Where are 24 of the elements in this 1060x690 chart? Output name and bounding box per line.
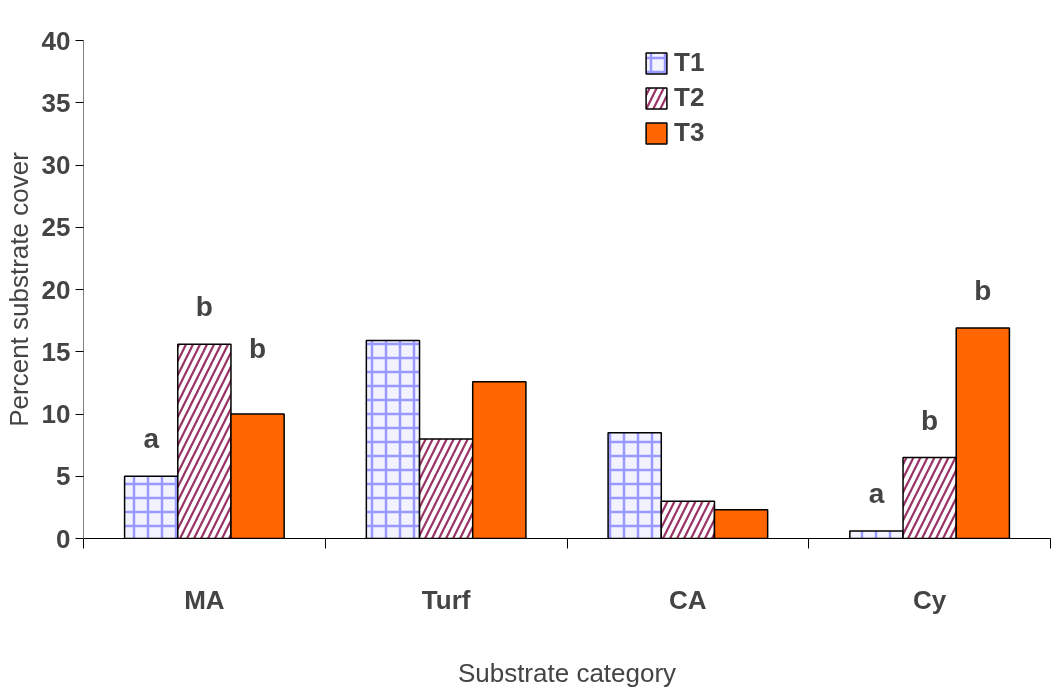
annotation: b xyxy=(249,333,267,364)
y-tick-label: 35 xyxy=(41,87,71,118)
legend-label: T2 xyxy=(674,82,705,113)
x-tick-label: CA xyxy=(669,584,707,615)
y-tick-label: 0 xyxy=(56,523,71,554)
y-axis-title: Percent substrate cover xyxy=(3,151,34,427)
annotation: a xyxy=(868,478,885,510)
y-tick-label: 20 xyxy=(41,274,71,305)
annotation: b xyxy=(921,404,939,436)
annotation: b xyxy=(974,275,992,307)
annotation: a xyxy=(143,423,160,455)
x-axis-title: Substrate category xyxy=(457,657,677,688)
y-tick-label: 10 xyxy=(41,399,71,429)
y-tick-label: 30 xyxy=(41,150,71,180)
y-tick-label: 15 xyxy=(41,336,71,367)
y-tick-label: 5 xyxy=(56,461,71,492)
annotation: b xyxy=(195,291,213,323)
y-tick-label: 40 xyxy=(41,25,71,56)
x-tick-label: Turf xyxy=(421,584,471,615)
y-tick-label: 25 xyxy=(41,212,71,243)
legend-label: T1 xyxy=(674,47,705,78)
x-tick-label: Cy xyxy=(913,584,947,615)
x-tick-label: MA xyxy=(184,584,225,615)
legend-label: T3 xyxy=(674,117,705,148)
